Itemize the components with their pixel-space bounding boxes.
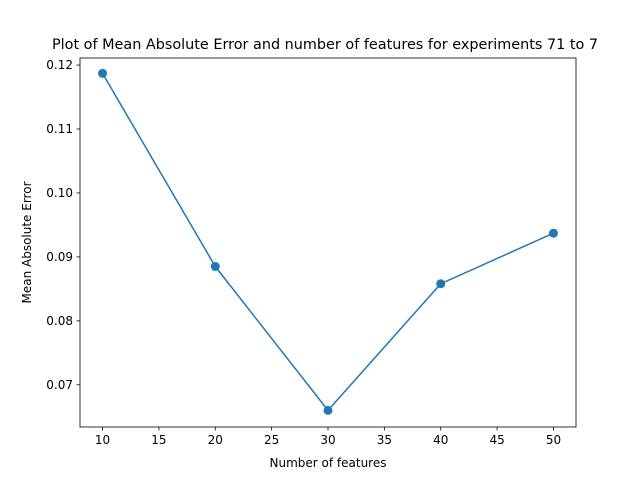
data-point xyxy=(436,279,446,289)
series-layer xyxy=(98,68,558,415)
data-point xyxy=(323,405,333,415)
x-tick-label: 25 xyxy=(264,433,279,447)
data-point xyxy=(548,228,558,238)
x-axis-label: Number of features xyxy=(270,456,387,470)
x-tick-label: 20 xyxy=(208,433,223,447)
data-point xyxy=(210,261,220,271)
y-tick-label: 0.07 xyxy=(46,378,73,392)
y-tick-label: 0.12 xyxy=(46,58,73,72)
chart-title: Plot of Mean Absolute Error and number o… xyxy=(52,37,598,53)
series-line xyxy=(101,72,554,412)
y-tick-label: 0.09 xyxy=(46,250,73,264)
y-tick-label: 0.10 xyxy=(46,186,73,200)
x-tick-label: 15 xyxy=(151,433,166,447)
y-axis-label: Mean Absolute Error xyxy=(20,181,34,303)
x-tick-label: 45 xyxy=(489,433,504,447)
plot-frame xyxy=(79,57,577,428)
x-tick-label: 50 xyxy=(546,433,561,447)
x-tick-label: 10 xyxy=(95,433,110,447)
x-axis-ticks: 10 15 20 25 30 35 40 45 50 xyxy=(95,427,561,447)
data-point xyxy=(98,68,108,78)
y-tick-label: 0.08 xyxy=(46,314,73,328)
x-tick-label: 30 xyxy=(320,433,335,447)
y-tick-label: 0.11 xyxy=(46,122,73,136)
x-tick-label: 35 xyxy=(377,433,392,447)
x-tick-label: 40 xyxy=(433,433,448,447)
y-axis-ticks: 0.07 0.08 0.09 0.10 0.11 0.12 xyxy=(46,58,80,392)
